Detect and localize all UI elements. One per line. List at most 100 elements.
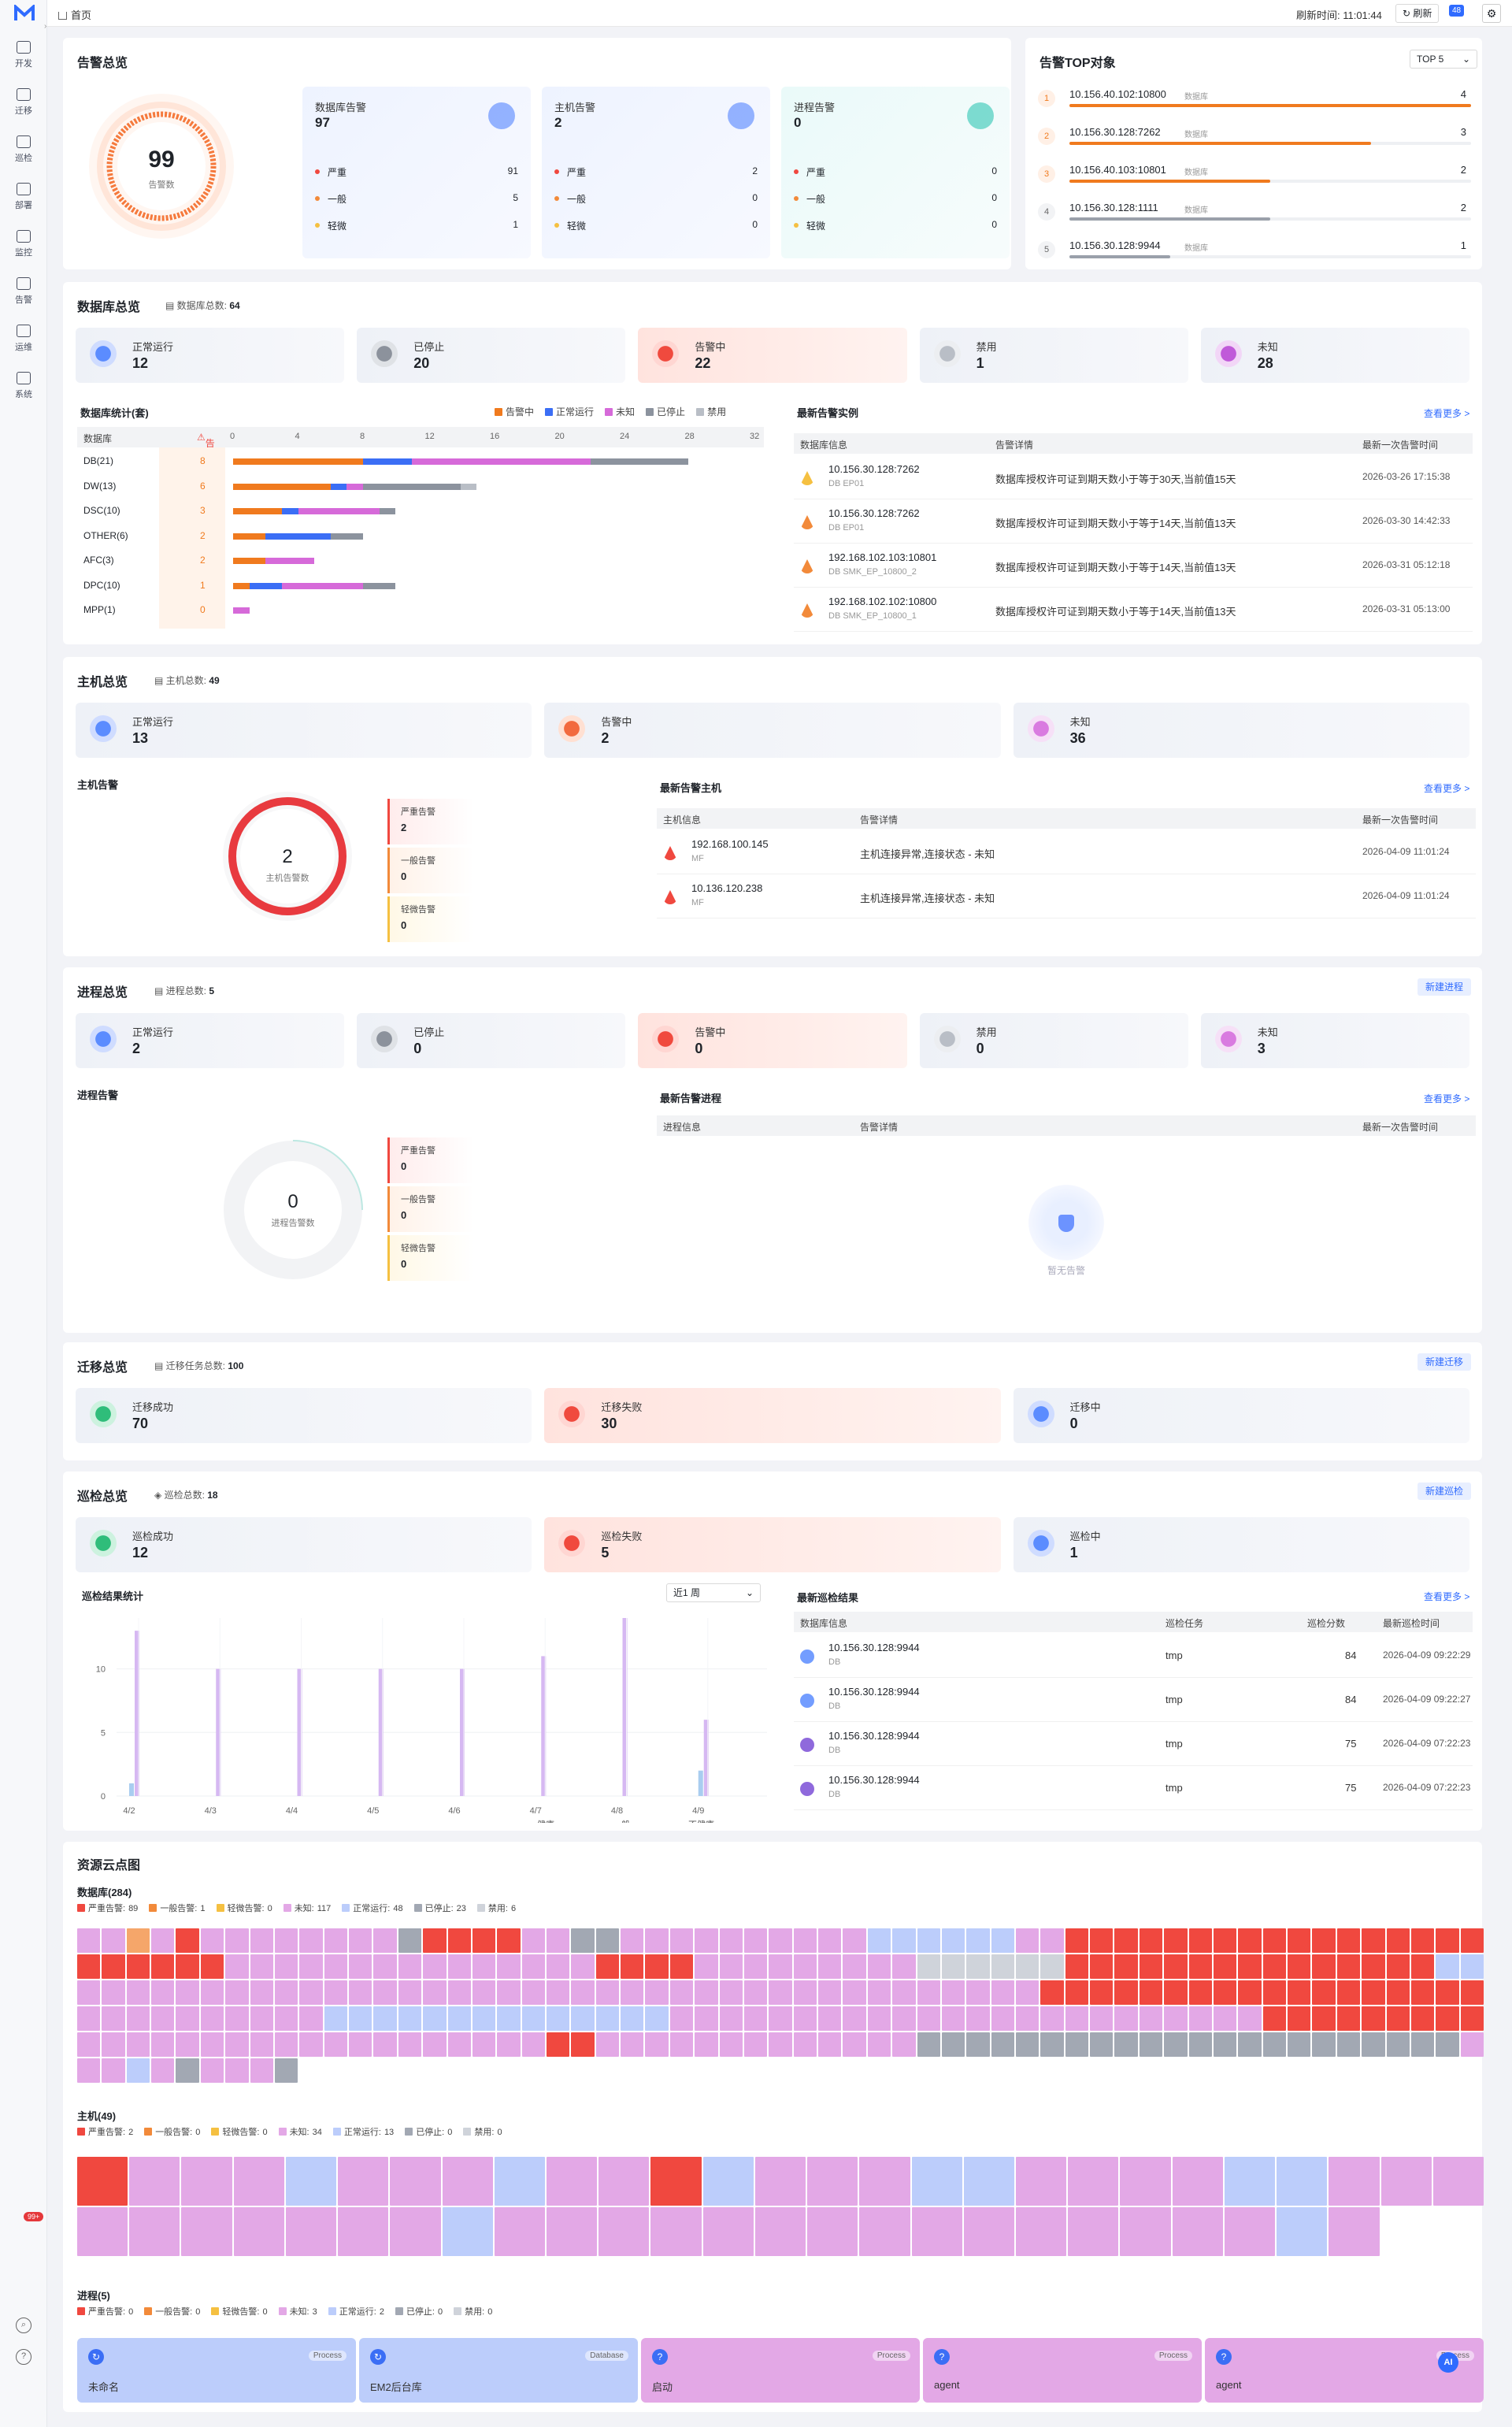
resource-cell[interactable] [423, 2032, 447, 2057]
resource-cell[interactable] [843, 1928, 866, 1953]
resource-legend-item[interactable]: 严重告警: 2 [77, 2125, 133, 2138]
resource-cell[interactable] [176, 1928, 199, 1953]
resource-cell[interactable] [1114, 1980, 1138, 2005]
resource-cell[interactable] [521, 1954, 545, 1979]
resource-cell[interactable] [349, 1980, 372, 2005]
resource-legend-item[interactable]: 轻微告警: 0 [216, 1902, 272, 1914]
resource-cell[interactable] [867, 2032, 891, 2057]
resource-cell[interactable] [991, 1954, 1014, 1979]
table-row[interactable]: 192.168.102.102:10800 DB SMK_EP_10800_1 数据… [794, 588, 1473, 632]
resource-cell[interactable] [472, 1954, 496, 1979]
resource-cell[interactable] [1410, 2032, 1435, 2057]
resource-cell[interactable] [892, 2006, 916, 2031]
resource-cell[interactable] [1460, 1928, 1484, 1953]
resource-cell[interactable] [1015, 2157, 1067, 2206]
resource-cell[interactable] [1090, 2032, 1114, 2057]
resource-cell[interactable] [233, 2207, 284, 2256]
resource-cell[interactable] [250, 2032, 273, 2057]
resource-cell[interactable] [867, 2006, 891, 2031]
resource-cell[interactable] [126, 1954, 150, 1979]
sidebar-item[interactable]: 监控 [0, 225, 47, 266]
resource-cell[interactable] [1312, 2032, 1336, 2057]
resource-cell[interactable] [743, 1954, 768, 1979]
resource-legend-item[interactable]: 禁用: 0 [454, 2305, 492, 2318]
status-card[interactable]: 未知 3 [1200, 1013, 1469, 1068]
resource-cell[interactable] [1016, 1954, 1040, 1979]
resource-cell[interactable] [151, 2058, 175, 2083]
resource-cell[interactable] [442, 2157, 493, 2206]
resource-cell[interactable] [1410, 1980, 1435, 2005]
resource-cell[interactable] [963, 2157, 1014, 2206]
status-card[interactable]: 已停止 20 [357, 328, 626, 383]
resource-cell[interactable] [1288, 1954, 1311, 1979]
resource-cell[interactable] [892, 1980, 916, 2005]
resource-cell[interactable] [1432, 2157, 1484, 2206]
resource-cell[interactable] [102, 1980, 125, 2005]
table-row[interactable]: 10.156.30.128:9944 DB tmp 84 2026-04-09 09:2… [794, 1634, 1473, 1678]
search-icon[interactable]: ⌕ [16, 2318, 32, 2333]
resource-cell[interactable] [1068, 2207, 1119, 2256]
host-more-link[interactable]: 查看更多 > [1424, 783, 1470, 794]
resource-cell[interactable] [1213, 1954, 1237, 1979]
resource-cell[interactable] [1139, 1954, 1163, 1979]
resource-cell[interactable] [225, 2058, 249, 2083]
inspection-bar[interactable] [460, 1668, 465, 1796]
resource-cell[interactable] [695, 1980, 718, 2005]
resource-cell[interactable] [807, 2157, 858, 2206]
resource-cell[interactable] [1329, 2207, 1380, 2256]
top-alarm-item[interactable]: 2 10.156.30.128:7262 数据库 3 [1038, 123, 1471, 154]
resource-cell[interactable] [102, 2058, 125, 2083]
process-card[interactable]: ↻ Process 未命名 [77, 2338, 356, 2403]
resource-cell[interactable] [1460, 2006, 1484, 2031]
status-card[interactable]: 禁用 0 [919, 1013, 1188, 1068]
resource-cell[interactable] [1336, 2032, 1361, 2057]
db-stack-bar[interactable] [346, 483, 363, 490]
legend-label[interactable]: 不健康 [688, 1819, 714, 1823]
status-card[interactable]: 正常运行 13 [76, 703, 532, 758]
resource-cell[interactable] [398, 1928, 422, 1953]
legend-label[interactable]: 一般 [613, 1820, 630, 1823]
resource-cell[interactable] [1090, 1980, 1114, 2005]
resource-cell[interactable] [595, 1980, 620, 2005]
db-stack-bar[interactable] [281, 508, 298, 514]
resource-cell[interactable] [818, 1928, 842, 1953]
resource-cell[interactable] [472, 1980, 496, 2005]
top-alarm-item[interactable]: 3 10.156.40.103:10801 数据库 2 [1038, 161, 1471, 192]
resource-cell[interactable] [447, 1980, 471, 2005]
resource-cell[interactable] [1120, 2207, 1171, 2256]
resource-cell[interactable] [497, 1980, 521, 2005]
db-stack-bar[interactable] [233, 483, 331, 490]
resource-cell[interactable] [274, 2032, 298, 2057]
resource-cell[interactable] [1336, 1954, 1361, 1979]
resource-cell[interactable] [200, 1980, 224, 2005]
inspection-bar[interactable] [129, 1783, 134, 1796]
resource-cell[interactable] [299, 2032, 323, 2057]
resource-cell[interactable] [695, 1928, 718, 1953]
resource-cell[interactable] [911, 2207, 962, 2256]
resource-cell[interactable] [176, 1980, 199, 2005]
resource-cell[interactable] [102, 1954, 125, 1979]
resource-cell[interactable] [843, 1980, 866, 2005]
resource-cell[interactable] [338, 2157, 389, 2206]
resource-cell[interactable] [595, 2032, 620, 2057]
resource-cell[interactable] [769, 1928, 792, 1953]
resource-cell[interactable] [1288, 2032, 1311, 2057]
resource-cell[interactable] [250, 1954, 273, 1979]
resource-cell[interactable] [1386, 1980, 1410, 2005]
resource-cell[interactable] [1362, 1954, 1385, 1979]
resource-cell[interactable] [818, 1980, 842, 2005]
sidebar-item[interactable]: 开发 [0, 36, 47, 77]
resource-legend-item[interactable]: 轻微告警: 0 [211, 2305, 268, 2318]
resource-cell[interactable] [818, 1954, 842, 1979]
resource-cell[interactable] [151, 2006, 175, 2031]
resource-cell[interactable] [1262, 2006, 1287, 2031]
resource-cell[interactable] [917, 2032, 940, 2057]
resource-cell[interactable] [1288, 1980, 1311, 2005]
resource-cell[interactable] [1224, 2207, 1276, 2256]
resource-cell[interactable] [447, 1954, 471, 1979]
breadcrumb-home[interactable]: 首页 [71, 9, 92, 21]
resource-legend-item[interactable]: 已停止: 0 [395, 2305, 443, 2318]
resource-cell[interactable] [1238, 1954, 1262, 1979]
inspection-bar[interactable] [622, 1618, 628, 1796]
